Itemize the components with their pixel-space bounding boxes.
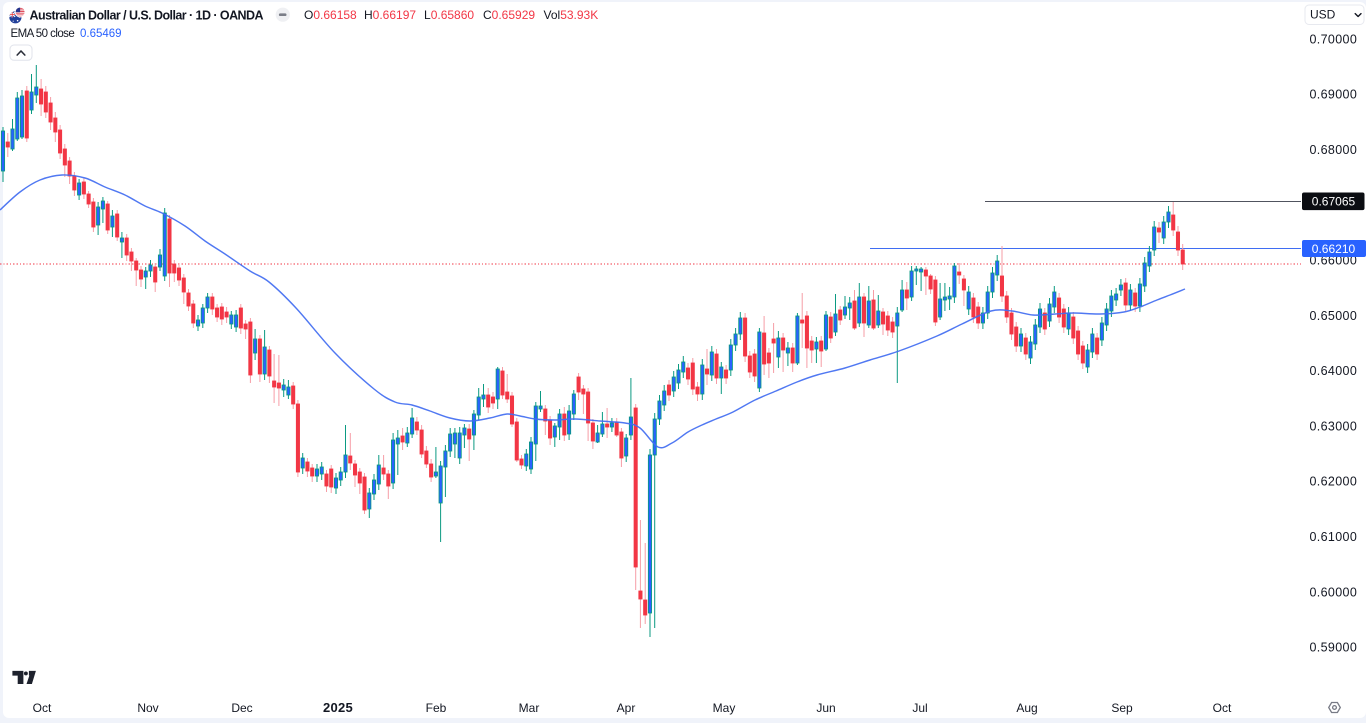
svg-text:0.69000: 0.69000 — [1310, 88, 1358, 102]
svg-text:Australian Dollar / U.S. Dolla: Australian Dollar / U.S. Dollar · 1D · O… — [30, 8, 264, 22]
svg-text:Jun: Jun — [816, 701, 835, 715]
svg-text:Nov: Nov — [137, 701, 158, 715]
svg-text:0.66210: 0.66210 — [1312, 242, 1356, 256]
svg-text:Vol53.93K: Vol53.93K — [544, 8, 599, 22]
svg-text:USD: USD — [1310, 8, 1336, 22]
svg-text:Sep: Sep — [1111, 701, 1133, 715]
svg-text:0.61000: 0.61000 — [1310, 530, 1358, 544]
svg-text:0.65469: 0.65469 — [80, 28, 122, 40]
svg-text:0.67065: 0.67065 — [1312, 195, 1356, 209]
svg-text:Feb: Feb — [426, 701, 447, 715]
svg-text:0.59000: 0.59000 — [1310, 641, 1358, 655]
svg-text:Aug: Aug — [1016, 701, 1037, 715]
svg-text:Jul: Jul — [912, 701, 927, 715]
svg-text:Oct: Oct — [33, 701, 52, 715]
svg-text:0.60000: 0.60000 — [1310, 585, 1358, 599]
svg-text:C0.65929: C0.65929 — [483, 8, 535, 22]
svg-text:Mar: Mar — [519, 701, 540, 715]
svg-text:May: May — [713, 701, 736, 715]
svg-text:L0.65860: L0.65860 — [424, 8, 474, 22]
svg-text:H0.66197: H0.66197 — [364, 8, 416, 22]
svg-text:Oct: Oct — [1213, 701, 1232, 715]
svg-text:Apr: Apr — [617, 701, 636, 715]
svg-text:0.63000: 0.63000 — [1310, 419, 1358, 433]
svg-text:Dec: Dec — [231, 701, 252, 715]
svg-text:O0.66158: O0.66158 — [304, 8, 357, 22]
svg-text:0.64000: 0.64000 — [1310, 364, 1358, 378]
svg-text:0.62000: 0.62000 — [1310, 475, 1358, 489]
svg-text:2025: 2025 — [323, 700, 353, 715]
svg-text:0.68000: 0.68000 — [1310, 143, 1358, 157]
svg-text:0.70000: 0.70000 — [1310, 32, 1358, 46]
svg-text:0.65000: 0.65000 — [1310, 309, 1358, 323]
svg-text:EMA 50 close: EMA 50 close — [11, 28, 75, 40]
